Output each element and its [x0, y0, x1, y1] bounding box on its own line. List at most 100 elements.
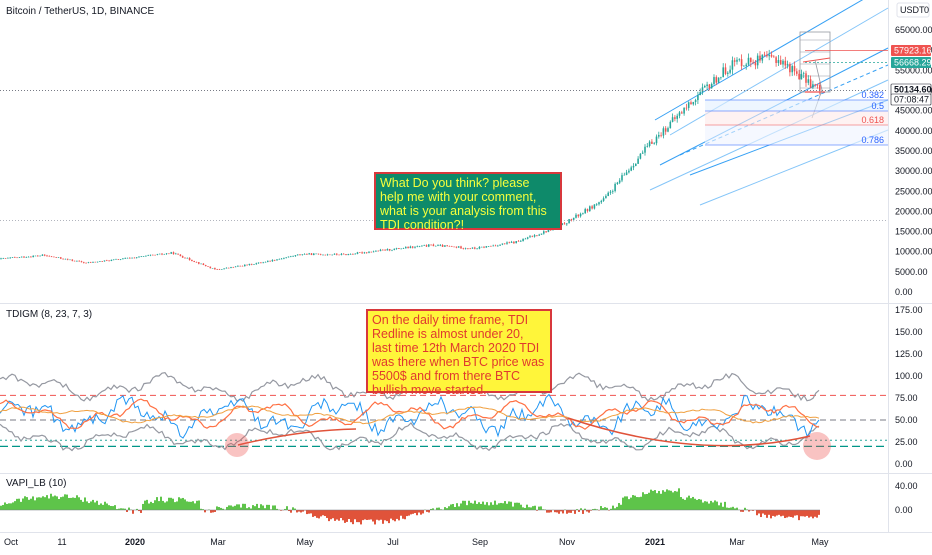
candle-body	[269, 261, 271, 262]
candle-body	[713, 77, 715, 84]
candle-body	[812, 84, 814, 87]
candle-body	[373, 252, 375, 253]
candle-body	[55, 257, 57, 258]
candle-body	[122, 258, 124, 259]
candle-body	[221, 269, 223, 270]
candle-body	[108, 260, 110, 261]
candle-body	[99, 261, 101, 262]
vapi-bar	[158, 501, 160, 510]
vapi-bar	[256, 504, 258, 510]
candle-body	[499, 245, 501, 246]
vapi-bar	[504, 501, 506, 510]
vapi-bar	[354, 510, 356, 519]
vapi-bar	[496, 505, 498, 510]
candle-body	[474, 248, 476, 249]
vapi-bar	[394, 510, 396, 521]
vapi-bar	[628, 499, 630, 510]
candle-body	[571, 219, 573, 220]
vapi-bar	[470, 503, 472, 510]
candle-body	[101, 261, 103, 262]
vapi-bar	[230, 505, 232, 510]
candle-body	[191, 260, 193, 261]
tdi-axis-label: 50.00	[895, 415, 918, 425]
candle-body	[175, 254, 177, 255]
vapi-bar	[410, 510, 412, 514]
vapi-bar	[402, 510, 404, 519]
vapi-bar	[618, 503, 620, 510]
vapi-bar	[404, 510, 406, 519]
candle-body	[111, 260, 113, 261]
vapi-bar	[810, 510, 812, 517]
candle-body	[653, 143, 655, 144]
vapi-bar	[326, 510, 328, 518]
callout-analysis[interactable]: On the daily time frame, TDI Redline is …	[366, 309, 552, 393]
candle-body	[748, 58, 750, 65]
candle-body	[279, 259, 281, 260]
vapi-bar	[478, 502, 480, 510]
currency-box[interactable]: USDT 0	[897, 3, 929, 17]
candle-body	[511, 242, 513, 243]
candle-body	[19, 257, 21, 258]
vapi-bar	[686, 497, 688, 510]
candle-body	[384, 250, 386, 251]
vapi-bar	[514, 503, 516, 510]
vapi-bar	[8, 503, 10, 510]
vapi-bar	[768, 510, 770, 515]
candle-body	[95, 262, 97, 263]
vapi-bar	[56, 496, 58, 510]
vapi-bar	[148, 503, 150, 510]
price-tag: 50134.60	[891, 84, 932, 95]
candle-body	[354, 254, 356, 255]
vapi-bar	[66, 495, 68, 510]
candle-body	[62, 259, 64, 260]
vapi-bar	[242, 504, 244, 510]
candle-body	[207, 266, 209, 267]
vapi-bar	[400, 510, 402, 516]
callout-question[interactable]: What Do you think? please help me with y…	[374, 172, 562, 230]
candle-body	[16, 257, 18, 258]
vapi-bar	[664, 492, 666, 510]
vapi-bar	[796, 510, 798, 515]
candle-body	[120, 259, 122, 260]
candle-body	[187, 258, 189, 259]
vapi-bar	[460, 503, 462, 510]
candle-body	[789, 64, 791, 72]
candle-body	[164, 254, 166, 255]
vapi-bar	[730, 508, 732, 510]
candle-body	[584, 209, 586, 213]
tdi-axis-label: 0.00	[895, 459, 913, 469]
candle-body	[527, 237, 529, 238]
candle-body	[242, 266, 244, 267]
vapi-bar	[566, 510, 568, 514]
vapi-bar	[480, 504, 482, 510]
candle-body	[237, 266, 239, 267]
candle-body	[276, 259, 278, 260]
vapi-bar	[236, 504, 238, 510]
candle-body	[136, 257, 138, 258]
candle-body	[196, 262, 198, 263]
candle-body	[690, 102, 692, 104]
candle-body	[752, 62, 754, 63]
time-axis-label: Sep	[472, 537, 488, 547]
vapi-bar	[132, 510, 134, 514]
vapi-bar	[486, 502, 488, 510]
vapi-bar	[724, 502, 726, 510]
vapi-bar	[292, 507, 294, 510]
vapi-bar	[812, 510, 814, 518]
vapi-bar	[114, 505, 116, 510]
vapi-bar	[716, 502, 718, 510]
candle-body	[667, 128, 669, 132]
candle-body	[7, 258, 9, 259]
candle-body	[591, 206, 593, 208]
vapi-bar	[266, 505, 268, 510]
time-axis-label: Jul	[387, 537, 399, 547]
candle-body	[640, 154, 642, 159]
candle-body	[453, 247, 455, 248]
vapi-bar	[186, 501, 188, 510]
candle-body	[718, 78, 720, 83]
candle-body	[311, 253, 313, 255]
vapi-axis-label: 40.00	[895, 481, 918, 491]
vapi-bar	[176, 501, 178, 510]
vapi-bar	[600, 506, 602, 510]
